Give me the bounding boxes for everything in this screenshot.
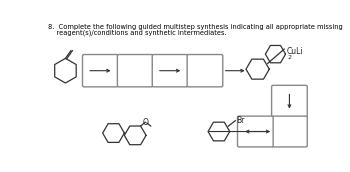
FancyBboxPatch shape: [272, 85, 307, 118]
Text: CuLi: CuLi: [287, 47, 304, 56]
Text: 2: 2: [287, 55, 291, 60]
FancyBboxPatch shape: [238, 116, 273, 147]
FancyBboxPatch shape: [117, 55, 153, 87]
FancyBboxPatch shape: [187, 55, 223, 87]
FancyBboxPatch shape: [272, 116, 307, 147]
FancyBboxPatch shape: [152, 55, 188, 87]
Text: O: O: [142, 118, 148, 127]
FancyBboxPatch shape: [83, 55, 118, 87]
Text: Br: Br: [236, 116, 244, 125]
Text: 8.  Complete the following guided multistep synthesis indicating all appropriate: 8. Complete the following guided multist…: [48, 24, 342, 30]
Text: reagent(s)/conditions and synthetic intermediates.: reagent(s)/conditions and synthetic inte…: [48, 29, 226, 36]
